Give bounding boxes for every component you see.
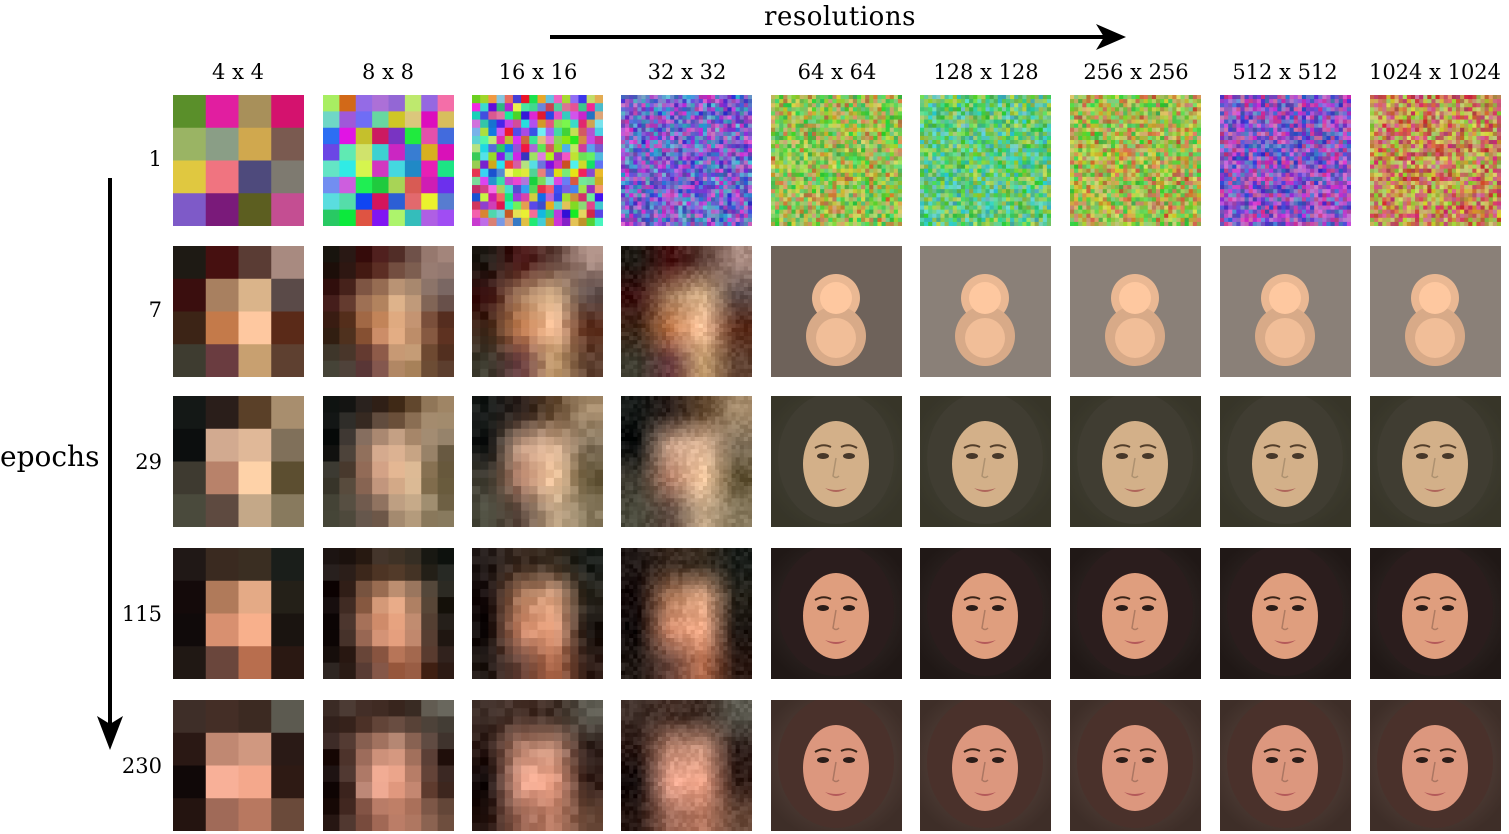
column-label: 128 x 128 (911, 60, 1061, 84)
resolution-arrow-icon (548, 22, 1128, 52)
sample-image (621, 396, 752, 527)
sample-image (1220, 548, 1351, 679)
sample-image (323, 396, 454, 527)
row-label: 230 (102, 754, 162, 778)
sample-image (472, 396, 603, 527)
row-label: 7 (102, 298, 162, 322)
column-label: 16 x 16 (463, 60, 613, 84)
row-label: 1 (102, 147, 162, 171)
sample-image (1370, 95, 1501, 226)
sample-image (621, 95, 752, 226)
sample-image (173, 396, 304, 527)
sample-image (771, 396, 902, 527)
column-label: 8 x 8 (313, 60, 463, 84)
sample-image (1370, 700, 1501, 831)
sample-image (621, 548, 752, 679)
sample-image (1220, 700, 1351, 831)
sample-image (323, 246, 454, 377)
sample-image (1070, 396, 1201, 527)
sample-image (1070, 700, 1201, 831)
sample-image (472, 700, 603, 831)
column-label: 1024 x 1024 (1360, 60, 1509, 84)
column-label: 256 x 256 (1061, 60, 1211, 84)
sample-image (621, 700, 752, 831)
sample-image (173, 700, 304, 831)
sample-image (1220, 246, 1351, 377)
sample-image (1370, 548, 1501, 679)
sample-image (621, 246, 752, 377)
sample-image (472, 95, 603, 226)
sample-image (920, 246, 1051, 377)
sample-image (920, 396, 1051, 527)
sample-image (472, 548, 603, 679)
sample-image (323, 700, 454, 831)
column-label: 32 x 32 (612, 60, 762, 84)
sample-image (173, 246, 304, 377)
row-label: 29 (102, 450, 162, 474)
sample-image (771, 700, 902, 831)
sample-image (771, 95, 902, 226)
sample-image (472, 246, 603, 377)
epochs-label: epochs (0, 440, 99, 473)
sample-image (323, 95, 454, 226)
sample-image (771, 246, 902, 377)
sample-image (1070, 95, 1201, 226)
sample-image (920, 95, 1051, 226)
row-label: 115 (102, 602, 162, 626)
sample-image (1070, 246, 1201, 377)
column-label: 512 x 512 (1210, 60, 1360, 84)
sample-image (1370, 246, 1501, 377)
sample-image (1070, 548, 1201, 679)
sample-image (173, 548, 304, 679)
column-label: 4 x 4 (163, 60, 313, 84)
sample-image (920, 548, 1051, 679)
column-label: 64 x 64 (762, 60, 912, 84)
sample-image (1220, 95, 1351, 226)
sample-image (173, 95, 304, 226)
sample-image (1370, 396, 1501, 527)
sample-image (771, 548, 902, 679)
sample-image (323, 548, 454, 679)
sample-image (920, 700, 1051, 831)
sample-image (1220, 396, 1351, 527)
